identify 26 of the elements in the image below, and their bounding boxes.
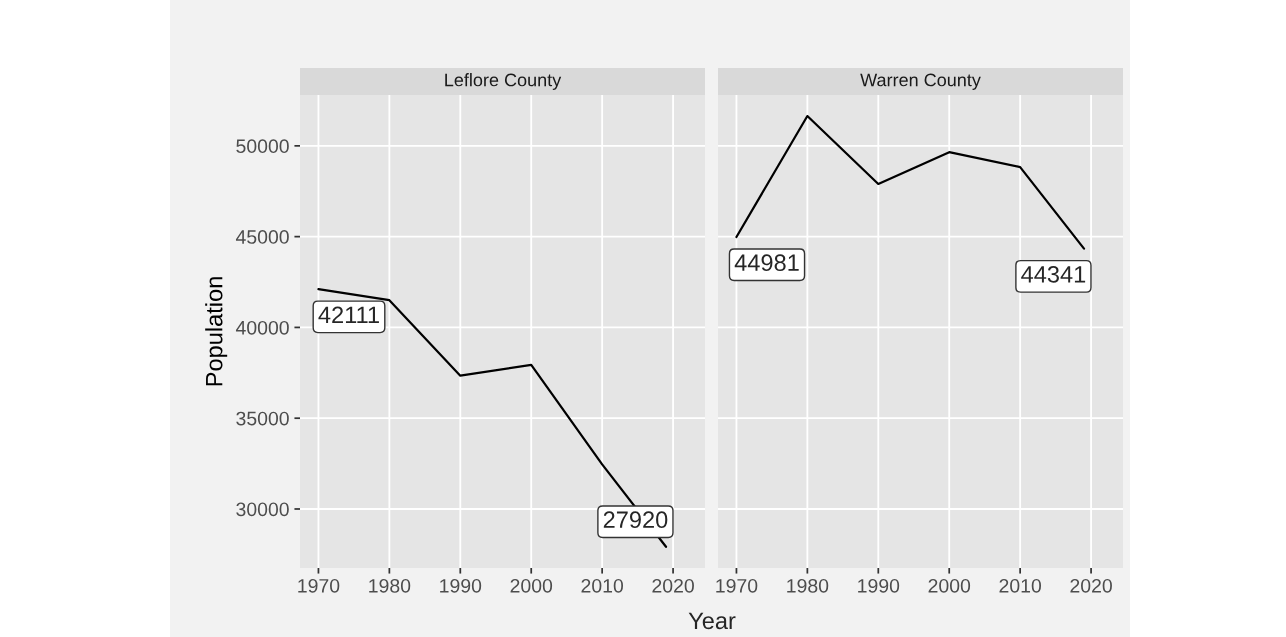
x-tick-label: 2010 [581, 578, 624, 593]
x-tick-label: 1970 [298, 578, 340, 593]
x-tick-label: 2020 [1070, 578, 1112, 593]
y-axis-title: Population [205, 277, 228, 386]
y-tick-label: 50000 [236, 139, 289, 154]
x-tick-label: 1970 [716, 578, 758, 593]
x-axis-title: Year [688, 612, 736, 630]
data-label: 44981 [734, 254, 799, 272]
data-label: 44341 [1021, 265, 1086, 283]
y-tick-label: 35000 [236, 411, 289, 426]
x-tick-label: 1980 [369, 578, 411, 593]
x-tick-label: 1990 [858, 578, 900, 593]
y-tick-label: 45000 [235, 230, 289, 244]
x-tick-label: 2010 [999, 578, 1042, 593]
x-tick-label: 2020 [652, 578, 694, 593]
x-tick-label: 1990 [440, 578, 482, 593]
chart-title: Warren County [860, 73, 981, 90]
y-tick-label: 30000 [236, 502, 289, 517]
x-tick-label: 2000 [510, 578, 553, 593]
x-tick-label: 2000 [928, 578, 971, 593]
data-label: 27920 [603, 511, 668, 529]
x-tick-label: 1980 [787, 578, 829, 593]
data-label: 42111 [318, 306, 379, 323]
line-series [317, 287, 668, 548]
y-tick-label: 40000 [235, 320, 289, 335]
chart-title: Leflore County [445, 73, 562, 90]
